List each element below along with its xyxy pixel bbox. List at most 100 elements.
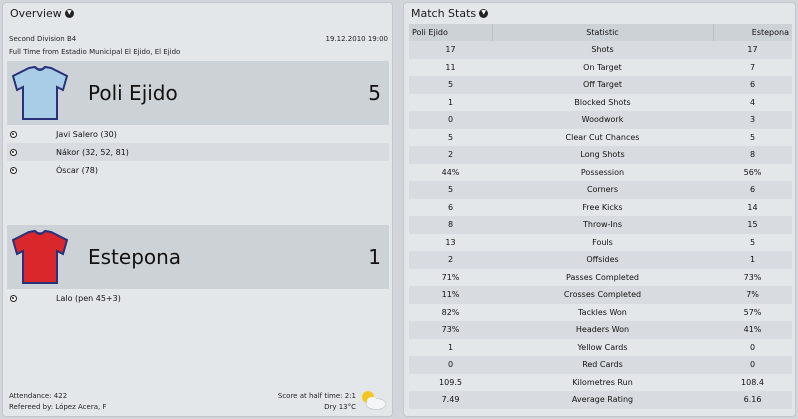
home-value: 1 [447,97,454,107]
away-value: 41% [713,321,792,339]
scorer-row[interactable]: Óscar (78) [7,161,389,179]
table-row: 82% Tackles Won 57% [409,304,792,322]
away-value: 15 [713,216,792,234]
away-shirt-icon[interactable] [11,229,69,285]
scorer-row[interactable]: Javi Salero (30) [7,125,389,143]
table-row: 2 Offsides 1 [409,251,792,269]
table-row: 1 Blocked Shots 4 [409,94,792,112]
away-value: 14 [747,202,758,212]
scorer-name: Lalo (pen 45+3) [56,293,121,303]
table-row: 5 Corners 6 [409,181,792,199]
column-header-home[interactable]: Poli Ejido [409,24,493,41]
statistic-name: Passes Completed [566,272,639,282]
away-value: 7 [749,62,756,72]
statistic-name: Clear Cut Chances [565,132,640,142]
referee-label[interactable]: Refereed by: López Acera, F [9,403,107,411]
statistic-name: Woodwork [492,111,713,129]
dropdown-arrow-icon[interactable]: ▼ [479,8,489,18]
away-value: 6 [713,76,792,94]
statistic-name: Kilometres Run [572,377,633,387]
table-row: 71% Passes Completed 73% [409,269,792,287]
home-value: 0 [409,356,492,374]
statistic-name: Crosses Completed [492,286,713,304]
statistic-name: Average Rating [492,391,713,409]
away-team-name[interactable]: Estepona [88,245,182,269]
dropdown-arrow-icon[interactable]: ▼ [64,8,74,18]
scorer-row[interactable]: Lalo (pen 45+3) [7,289,389,307]
match-datetime: 19.12.2010 19:00 [325,35,388,43]
table-row: 11 On Target 7 [409,59,792,77]
home-value: 11 [445,62,456,72]
home-value: 71% [441,272,460,282]
statistic-name: Red Cards [492,356,713,374]
table-row: 7.49 Average Rating 6.16 [409,391,792,409]
goal-ball-icon [10,130,17,138]
statistic-name: Blocked Shots [574,97,631,107]
away-team-band: Estepona 1 [7,225,389,289]
half-time-score: Score at half time: 2:1 [277,392,356,400]
goal-ball-icon [10,148,17,156]
column-header-away[interactable]: Estepona [713,24,792,41]
table-header-row: Poli Ejido Statistic Estepona [409,24,792,41]
away-value: 7% [713,286,792,304]
home-value: 11% [409,286,492,304]
statistic-name: Free Kicks [582,202,623,212]
away-value: 108.4 [741,377,764,387]
home-team-band: Poli Ejido 5 [7,61,389,125]
statistic-name: Tackles Won [578,307,627,317]
home-value: 5 [409,76,492,94]
home-value: 8 [409,216,492,234]
statistic-name: Yellow Cards [577,342,628,352]
goal-ball-icon [10,166,17,174]
statistic-name: Corners [492,181,713,199]
statistic-name: Throw-Ins [492,216,713,234]
table-row: 5 Clear Cut Chances 5 [409,129,792,147]
away-value: 1 [713,251,792,269]
away-value: 17 [713,41,792,59]
away-value: 73% [743,272,762,282]
venue-row: Full Time from Estadio Municipal El Ejid… [9,48,388,56]
table-row: 44% Possession 56% [409,164,792,182]
home-team-name[interactable]: Poli Ejido [88,81,178,105]
statistic-name: Shots [492,41,713,59]
away-scorers-list: Lalo (pen 45+3) [7,289,389,307]
home-value: 5 [409,181,492,199]
match-stats-header[interactable]: Match Stats ▼ [404,3,795,23]
goal-ball-icon [10,294,17,302]
table-row: 5 Off Target 6 [409,76,792,94]
table-row: 2 Long Shots 8 [409,146,792,164]
home-value: 82% [441,307,460,317]
table-row: 11% Crosses Completed 7% [409,286,792,304]
scorer-name: Javi Salero (30) [56,129,117,139]
home-scorers-list: Javi Salero (30) Nákor (32, 52, 81) Ósca… [7,125,389,179]
home-value: 6 [447,202,454,212]
overview-header[interactable]: Overview ▼ [3,3,392,23]
home-shirt-icon[interactable] [11,65,69,121]
attendance-label: Attendance: 422 [9,392,68,400]
overview-panel: Overview ▼ Second Division B4 19.12.2010… [2,2,393,417]
away-value: 3 [713,111,792,129]
competition-label: Second Division B4 [9,35,77,43]
table-row: 17 Shots 17 [409,41,792,59]
overview-title: Overview [10,6,62,20]
home-value: 44% [441,167,460,177]
scorer-row[interactable]: Nákor (32, 52, 81) [7,143,389,161]
table-row: 1 Yellow Cards 0 [409,339,792,357]
scorer-name: Nákor (32, 52, 81) [56,147,129,157]
column-header-statistic[interactable]: Statistic [492,24,714,41]
home-value: 2 [409,251,492,269]
statistic-name: Offsides [492,251,713,269]
statistic-name: Off Target [492,76,713,94]
home-value: 5 [447,132,454,142]
weather-sun-cloud-icon [362,391,387,410]
home-value: 1 [447,342,454,352]
match-footer-left: Attendance: 422 Refereed by: López Acera… [9,391,106,413]
statistic-name: Long Shots [492,146,713,164]
home-team-score: 5 [368,81,381,105]
home-value: 13 [445,237,456,247]
table-row: 13 Fouls 5 [409,234,792,252]
venue-label: Full Time from Estadio Municipal El Ejid… [9,48,181,56]
table-row: 8 Throw-Ins 15 [409,216,792,234]
match-stats-table: Poli Ejido Statistic Estepona 17 Shots 17 1… [409,24,792,409]
away-value: 5 [749,132,756,142]
